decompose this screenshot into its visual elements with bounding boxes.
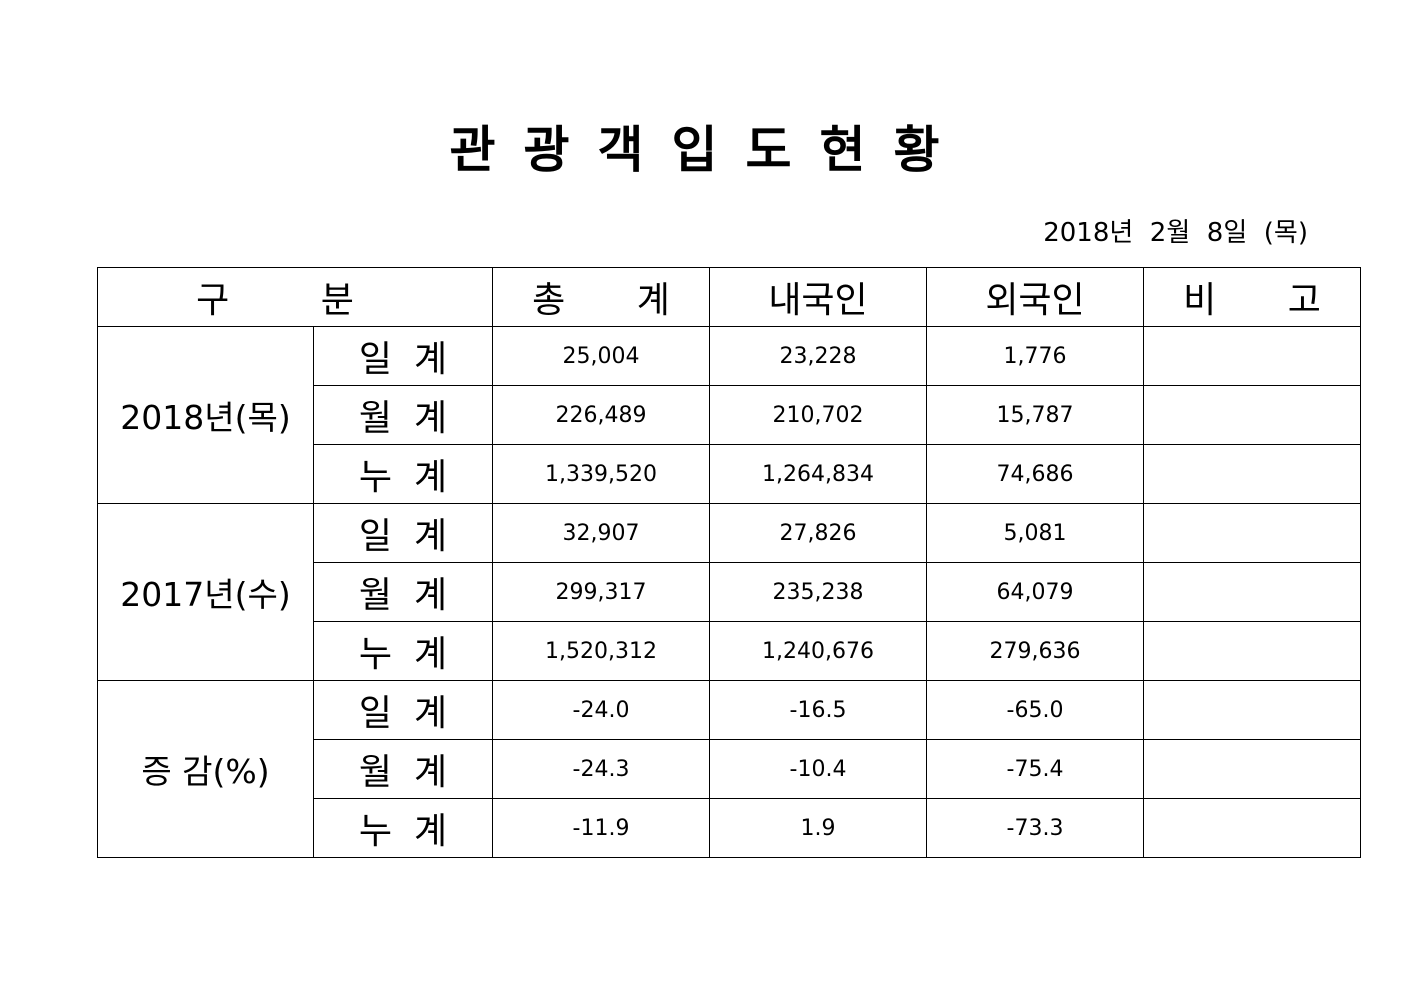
table-row: 월계 -24.3 -10.4 -75.4 [98, 739, 1361, 799]
group-label: 2017년(수) [97, 503, 314, 681]
group-label: 2018년(목) [97, 326, 314, 504]
report-date: 2018년 2월 8일 (목) [1043, 218, 1308, 248]
note-cell [1143, 739, 1361, 799]
domestic-cell: -10.4 [709, 739, 927, 799]
foreign-cell: 5,081 [926, 503, 1144, 563]
foreign-cell: 74,686 [926, 444, 1144, 504]
header-total: 총 계 [492, 267, 710, 327]
table-row: 누계 1,520,312 1,240,676 279,636 [98, 621, 1361, 681]
foreign-cell: 64,079 [926, 562, 1144, 622]
total-cell: 299,317 [492, 562, 710, 622]
note-cell [1143, 503, 1361, 563]
table-row: 증 감(%) 일계 -24.0 -16.5 -65.0 [97, 680, 1361, 858]
row-type: 일계 [313, 326, 493, 386]
header-note: 비 고 [1143, 267, 1361, 327]
group-label: 증 감(%) [97, 680, 314, 858]
domestic-cell: 235,238 [709, 562, 927, 622]
row-type: 일계 [313, 503, 493, 563]
total-cell: 1,339,520 [492, 444, 710, 504]
total-cell: 1,520,312 [492, 621, 710, 681]
note-cell [1143, 798, 1361, 858]
row-type: 누계 [313, 444, 493, 504]
row-type: 누계 [313, 621, 493, 681]
foreign-cell: 279,636 [926, 621, 1144, 681]
total-cell: -24.3 [492, 739, 710, 799]
tourist-arrivals-table: 구 분 총 계 내국인 외국인 비 고 2018년(목) 일계 25,004 23,2… [97, 267, 1361, 858]
domestic-cell: 210,702 [709, 385, 927, 445]
header-foreign: 외국인 [926, 267, 1144, 327]
foreign-cell: -75.4 [926, 739, 1144, 799]
total-cell: 226,489 [492, 385, 710, 445]
page-title: 관광객입도현황 [449, 121, 968, 179]
foreign-cell: -73.3 [926, 798, 1144, 858]
domestic-cell: 1.9 [709, 798, 927, 858]
row-type: 월계 [313, 385, 493, 445]
total-cell: 32,907 [492, 503, 710, 563]
row-type: 일계 [313, 680, 493, 740]
note-cell [1143, 326, 1361, 386]
row-type: 누계 [313, 798, 493, 858]
total-cell: -11.9 [492, 798, 710, 858]
table-row: 누계 1,339,520 1,264,834 74,686 [98, 444, 1361, 504]
foreign-cell: 15,787 [926, 385, 1144, 445]
domestic-cell: 1,240,676 [709, 621, 927, 681]
note-cell [1143, 562, 1361, 622]
total-cell: 25,004 [492, 326, 710, 386]
domestic-cell: 27,826 [709, 503, 927, 563]
table-row: 2018년(목) 일계 25,004 23,228 1,776 [97, 326, 1361, 504]
table-row: 월계 299,317 235,238 64,079 [98, 562, 1361, 622]
note-cell [1143, 385, 1361, 445]
note-cell [1143, 444, 1361, 504]
note-cell [1143, 621, 1361, 681]
table-row: 누계 -11.9 1.9 -73.3 [98, 798, 1361, 858]
row-type: 월계 [313, 739, 493, 799]
domestic-cell: -16.5 [709, 680, 927, 740]
foreign-cell: 1,776 [926, 326, 1144, 386]
note-cell [1143, 680, 1361, 740]
foreign-cell: -65.0 [926, 680, 1144, 740]
domestic-cell: 1,264,834 [709, 444, 927, 504]
header-category: 구 분 [97, 267, 493, 327]
header-domestic: 내국인 [709, 267, 927, 327]
row-type: 월계 [313, 562, 493, 622]
total-cell: -24.0 [492, 680, 710, 740]
domestic-cell: 23,228 [709, 326, 927, 386]
table-row: 2017년(수) 일계 32,907 27,826 5,081 [97, 503, 1361, 681]
header-row: 구 분 총 계 내국인 외국인 비 고 [97, 267, 1361, 327]
